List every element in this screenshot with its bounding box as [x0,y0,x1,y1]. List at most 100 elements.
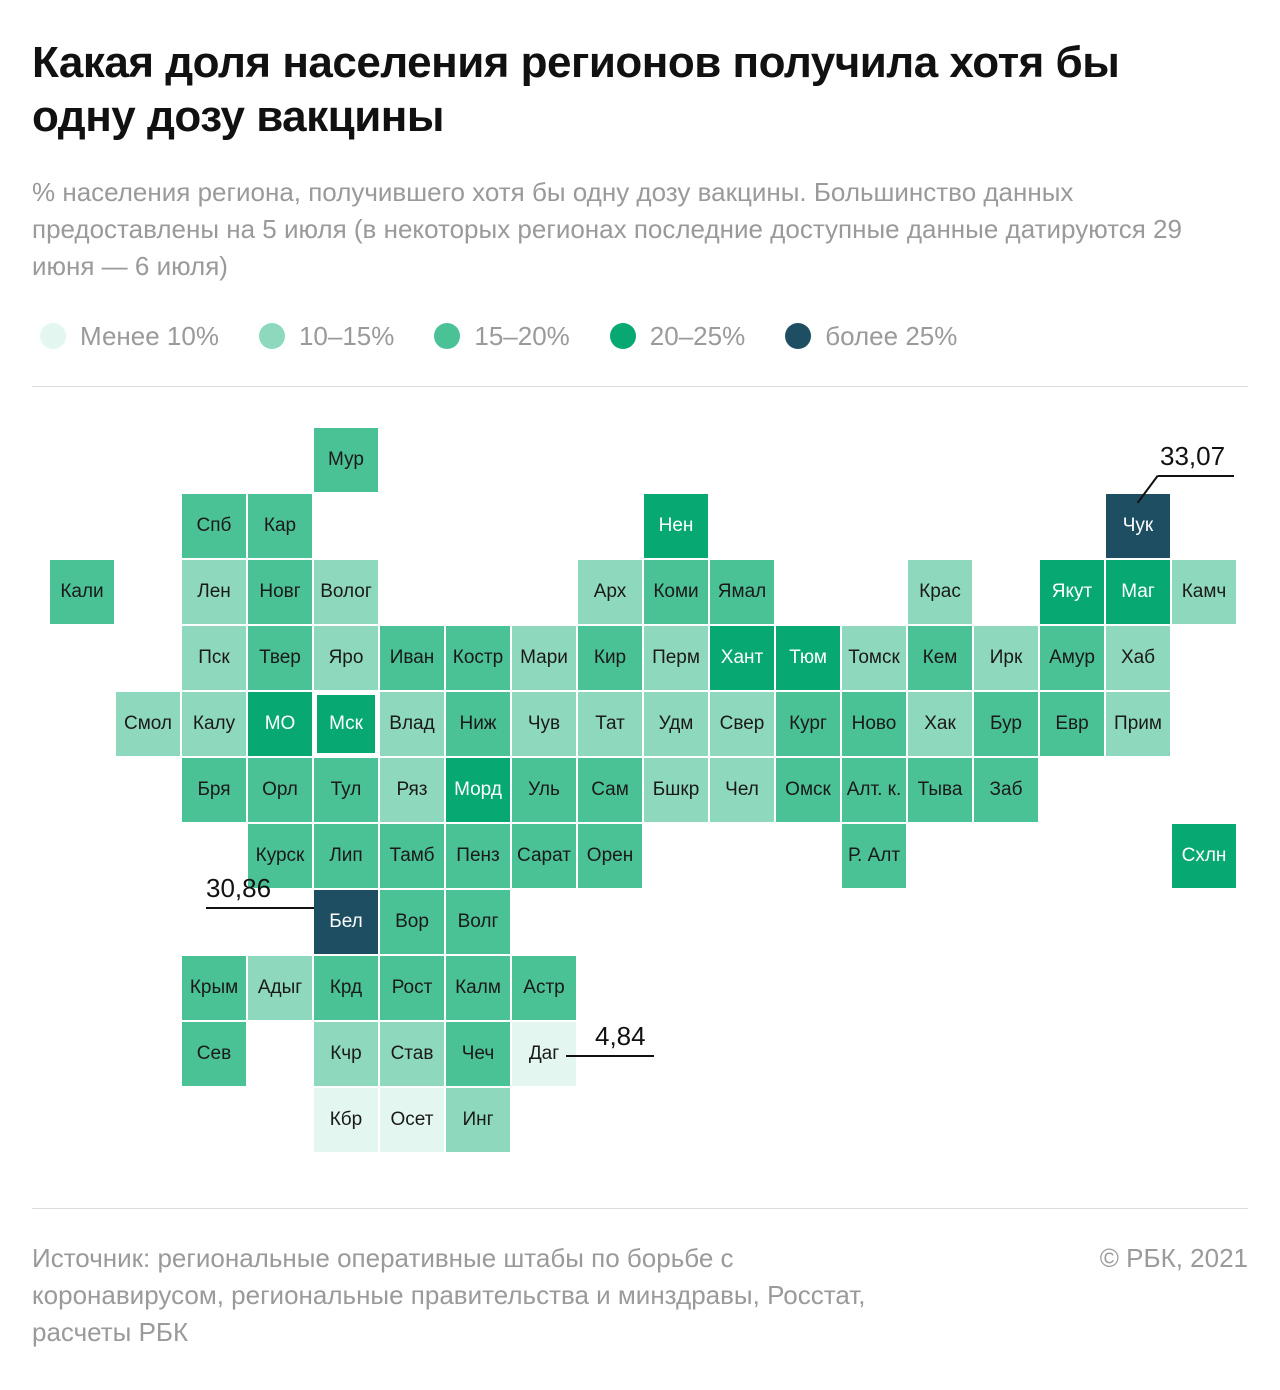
region-tile: Калм [446,956,510,1020]
region-tile: Арх [578,560,642,624]
region-tile: Хаб [1106,626,1170,690]
region-tile: Чук [1106,494,1170,558]
bottom-divider [32,1208,1248,1209]
legend-item-10_15: 10–15% [258,320,395,352]
region-tile: Новг [248,560,312,624]
region-tile: МО [248,692,312,756]
region-tile: Ирк [974,626,1038,690]
region-tile: Сарат [512,824,576,888]
region-tile: Орл [248,758,312,822]
region-tile: Твер [248,626,312,690]
region-tile: Кали [50,560,114,624]
region-tile: Ямал [710,560,774,624]
callout-line [566,1055,654,1057]
legend-label: 15–20% [474,320,570,351]
region-tile: Коми [644,560,708,624]
region-tile: Якут [1040,560,1104,624]
chart-title: Какая доля населения регионов получила х… [32,38,1120,141]
region-tile: Бур [974,692,1038,756]
region-tile: Волг [446,890,510,954]
region-tile: Пск [182,626,246,690]
region-tile: Камч [1172,560,1236,624]
legend-item-20_25: 20–25% [609,320,746,352]
region-tile: Кар [248,494,312,558]
region-tile: Ново [842,692,906,756]
legend-label: 20–25% [649,320,746,351]
source-note: Источник: региональные оперативные штабы… [32,1243,866,1347]
region-tile: Прим [1106,692,1170,756]
region-tile: Адыг [248,956,312,1020]
region-tile: Рост [380,956,444,1020]
region-tile: Влад [380,692,444,756]
region-tile: Даг [512,1022,576,1086]
region-tile: Костр [446,626,510,690]
legend-swatch [434,323,461,349]
region-tile: Тюм [776,626,840,690]
region-tile: Ниж [446,692,510,756]
region-tile: Бшкр [644,758,708,822]
region-tile: Тыва [908,758,972,822]
region-tile: Осет [380,1088,444,1152]
region-tile: Лип [314,824,378,888]
region-tile: Хак [908,692,972,756]
region-tile: Бря [182,758,246,822]
legend-swatch [785,323,812,349]
chart-subtitle: % населения региона, получившего хотя бы… [32,177,1182,281]
region-tile: Схлн [1172,824,1236,888]
region-tile: Орен [578,824,642,888]
legend-swatch [609,323,636,349]
legend-swatch [40,323,66,349]
region-tile: Иван [380,626,444,690]
region-tile: Смол [116,692,180,756]
region-tile: Астр [512,956,576,1020]
region-tile: Нен [644,494,708,558]
region-tile: Вор [380,890,444,954]
region-tile: Инг [446,1088,510,1152]
callout-line [206,907,314,909]
legend-swatch [258,323,285,349]
region-tile: Пенз [446,824,510,888]
region-tile: Тамб [380,824,444,888]
region-tile: Омск [776,758,840,822]
region-tile: Тат [578,692,642,756]
region-tile: Алт. к. [842,758,906,822]
region-tile: Став [380,1022,444,1086]
region-tile: Сам [578,758,642,822]
region-tile: Евр [1040,692,1104,756]
region-tile: Хант [710,626,774,690]
legend-item-gt25: более 25% [785,321,957,352]
region-tile: Амур [1040,626,1104,690]
region-tile: Ряз [380,758,444,822]
region-tile: Крас [908,560,972,624]
region-tile: Кбр [314,1088,378,1152]
region-tile: Мск [314,692,378,756]
callout-value: 33,07 [1160,441,1226,471]
region-tile: Крд [314,956,378,1020]
region-tile: Сев [182,1022,246,1086]
region-tile: Перм [644,626,708,690]
region-tile: Кчр [314,1022,378,1086]
region-tile: Маг [1106,560,1170,624]
region-tile: Заб [974,758,1038,822]
region-tile: Волог [314,560,378,624]
region-tile: Свер [710,692,774,756]
region-tile: Чел [710,758,774,822]
top-divider [32,386,1248,387]
copyright: © РБК, 2021 [1099,1243,1248,1273]
legend-label: Менее 10% [80,320,219,351]
legend-item-lt10: Менее 10% [40,321,219,352]
region-tile: Мари [512,626,576,690]
region-tile: Бел [314,890,378,954]
region-tile: Кург [776,692,840,756]
legend-label: 10–15% [298,320,395,351]
region-tile: Калу [182,692,246,756]
callout-value: 4,84 [595,1021,646,1051]
region-tile: Чув [512,692,576,756]
region-tile: Крым [182,956,246,1020]
region-tile: Кир [578,626,642,690]
region-tile: Кем [908,626,972,690]
region-tile: Р. Алт [842,824,906,888]
region-tile: Морд [446,758,510,822]
region-tile: Лен [182,560,246,624]
